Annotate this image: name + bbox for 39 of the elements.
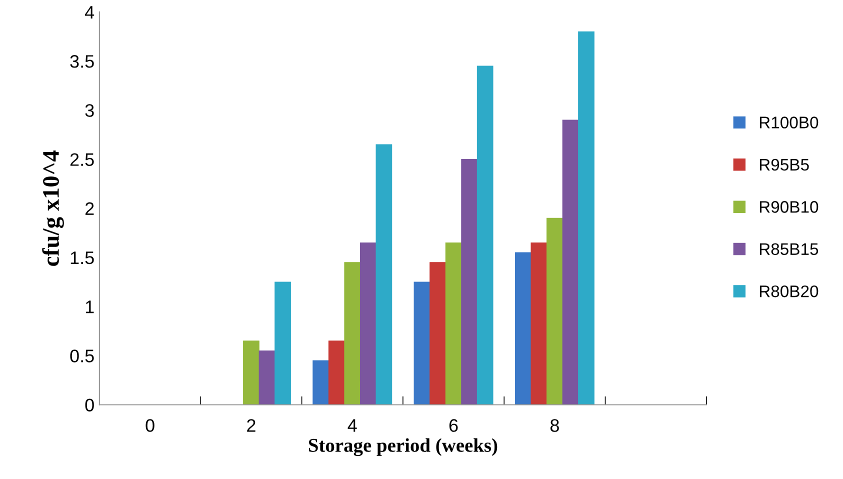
x-tick-label: 6 bbox=[449, 419, 458, 432]
legend-label: R90B10 bbox=[760, 201, 818, 213]
y-tick-label: 2.5 bbox=[70, 153, 94, 166]
bar bbox=[414, 282, 430, 405]
y-tick-label: 0.5 bbox=[70, 350, 94, 362]
x-tick-label: 8 bbox=[550, 419, 559, 432]
bar bbox=[578, 31, 594, 405]
y-tick-label: 1 bbox=[86, 300, 94, 314]
y-tick-label: 0 bbox=[85, 398, 94, 412]
legend-label: R100B0 bbox=[760, 116, 818, 128]
bar bbox=[461, 158, 478, 405]
y-tick-label: 2 bbox=[85, 202, 94, 215]
x-axis-title: Storage period (weeks) bbox=[308, 438, 498, 456]
bar bbox=[562, 120, 579, 405]
bar bbox=[312, 360, 329, 405]
bar bbox=[546, 218, 563, 405]
bar bbox=[344, 262, 361, 405]
x-tick-label: 0 bbox=[146, 419, 154, 432]
y-tick-label: 3 bbox=[85, 104, 94, 117]
bar bbox=[360, 242, 376, 405]
x-tick-label: 4 bbox=[348, 419, 357, 432]
bar bbox=[328, 340, 345, 405]
bar bbox=[476, 66, 494, 405]
bar bbox=[530, 242, 548, 405]
y-tick-label: 4 bbox=[84, 6, 94, 19]
bar bbox=[430, 262, 446, 405]
y-tick-label: 1.5 bbox=[70, 252, 94, 264]
legend-label: R95B5 bbox=[760, 158, 809, 171]
legend-label: R80B20 bbox=[760, 285, 818, 298]
bar bbox=[445, 242, 462, 405]
bar bbox=[274, 282, 291, 405]
y-tick-label: 3.5 bbox=[70, 55, 94, 68]
bar bbox=[514, 252, 532, 405]
legend-label: R85B15 bbox=[760, 243, 818, 256]
bar bbox=[376, 144, 392, 405]
bar bbox=[243, 340, 260, 405]
y-axis-title: cfu/g x10^4 bbox=[42, 150, 64, 266]
bar bbox=[258, 350, 276, 405]
x-tick-label: 2 bbox=[247, 419, 256, 432]
